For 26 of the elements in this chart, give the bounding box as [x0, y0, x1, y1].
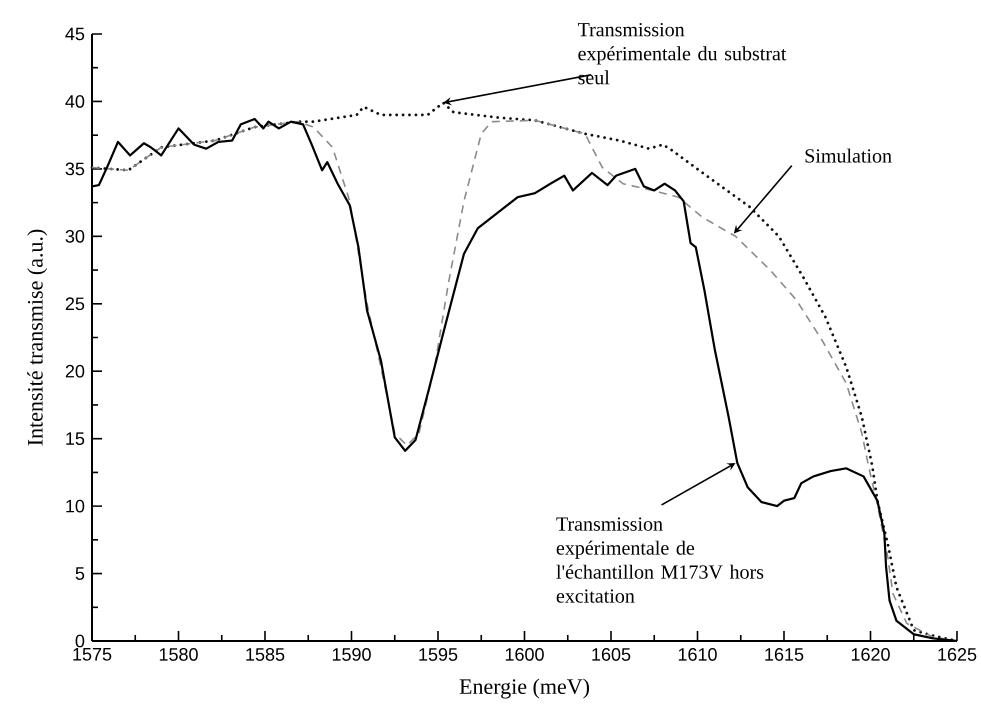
x-tick-label: 1620 — [852, 648, 890, 661]
y-tick-label: 35 — [66, 162, 84, 176]
y-tick-label: 40 — [65, 95, 84, 108]
y-tick-label: 25 — [66, 297, 84, 310]
x-tick-label: 1600 — [506, 648, 544, 661]
y-tick-label: 5 — [76, 567, 84, 580]
x-tick-label: 1610 — [678, 648, 717, 661]
x-tick-label: 1585 — [246, 648, 284, 661]
x-tick-label: 1625 — [938, 648, 976, 661]
x-tick-label: 1605 — [592, 648, 630, 661]
x-tick-label: 1580 — [160, 648, 198, 661]
annotation: Transmission expérimentale de l'échantillon M173V hors excitation — [556, 517, 764, 603]
y-tick-label: 0 — [76, 634, 84, 648]
x-axis-title: Energie (meV) — [460, 678, 589, 699]
y-tick-label: 45 — [65, 28, 84, 40]
y-tick-label: 10 — [66, 500, 84, 512]
y-tick-label: 20 — [66, 364, 84, 378]
y-tick-label: 30 — [66, 230, 84, 243]
x-tick-label: 1590 — [332, 648, 371, 661]
annotation: Simulation — [806, 148, 892, 163]
x-tick-label: 1595 — [419, 648, 458, 661]
y-tick-label: 15 — [66, 432, 84, 445]
annotation: Transmission expérimentale du substrat seul — [578, 22, 786, 84]
x-tick-label: 1575 — [73, 648, 112, 661]
y-axis-title: Intensité transmise (a.u.) — [27, 230, 48, 446]
x-tick-label: 1615 — [765, 648, 804, 661]
